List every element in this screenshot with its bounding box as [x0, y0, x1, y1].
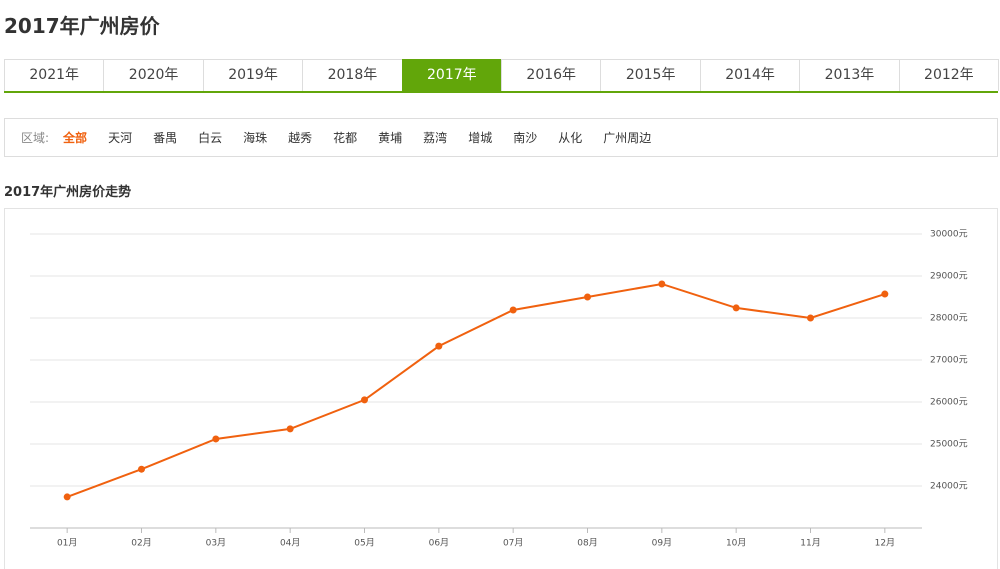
year-tab[interactable]: 2017年	[401, 59, 503, 91]
y-tick-label: 30000元	[930, 230, 968, 240]
year-tab[interactable]: 2014年	[699, 59, 801, 91]
year-tab[interactable]: 2020年	[103, 59, 204, 91]
y-tick-label: 24000元	[930, 482, 968, 492]
district-option[interactable]: 全部	[63, 131, 88, 145]
year-tab[interactable]: 2013年	[799, 59, 900, 91]
year-tab[interactable]: 2016年	[501, 59, 602, 91]
data-point	[881, 290, 889, 298]
x-tick-label: 02月	[131, 538, 151, 549]
x-tick-label: 10月	[726, 538, 746, 549]
data-point	[584, 293, 591, 301]
y-tick-label: 28000元	[930, 314, 968, 324]
data-point	[63, 493, 71, 501]
x-tick-label: 11月	[800, 538, 820, 549]
data-point	[138, 465, 145, 473]
data-point	[732, 304, 740, 312]
district-option[interactable]: 增城	[468, 131, 493, 145]
district-option[interactable]: 广州周边	[603, 131, 652, 145]
year-tab[interactable]: 2019年	[202, 59, 304, 91]
district-option[interactable]: 越秀	[288, 131, 313, 145]
district-option[interactable]: 黄埔	[378, 131, 403, 145]
filter-label: 区域:	[21, 131, 50, 145]
data-point	[435, 342, 443, 350]
x-tick-label: 04月	[280, 538, 300, 549]
data-point	[212, 435, 220, 443]
chart-frame	[4, 208, 998, 569]
x-tick-label: 07月	[503, 538, 523, 549]
data-point	[509, 306, 517, 314]
district-option[interactable]: 白云	[198, 131, 223, 145]
year-tab[interactable]: 2012年	[898, 59, 1000, 91]
district-option[interactable]: 南沙	[513, 131, 538, 145]
district-filter: 区域: 全部 天河 番禺 白云 海珠 越秀 花都 黄埔 荔湾 增城 南沙 从化 广州周边	[4, 118, 998, 157]
district-option[interactable]: 海珠	[243, 131, 268, 145]
year-tab[interactable]: 2018年	[302, 59, 403, 91]
data-point	[658, 280, 666, 288]
year-tabs: 2021年 2020年 2019年 2018年 2017年 2016年 2015年 2014年…	[4, 59, 1000, 93]
y-tick-label: 25000元	[930, 440, 968, 450]
data-point	[286, 425, 294, 433]
x-tick-label: 03月	[206, 538, 226, 549]
district-option[interactable]: 天河	[108, 131, 133, 145]
line-series	[66, 282, 886, 498]
district-option[interactable]: 从化	[558, 131, 583, 145]
year-tab[interactable]: 2021年	[4, 59, 105, 91]
data-point	[807, 314, 814, 322]
chart-title: 2017年广州房价走势	[4, 185, 132, 200]
x-tick-label: 09月	[652, 538, 672, 549]
x-tick-label: 08月	[577, 538, 597, 549]
y-tick-label: 29000元	[930, 272, 968, 282]
district-option[interactable]: 花都	[333, 131, 358, 145]
x-tick-label: 01月	[57, 538, 77, 549]
chart: 24000元 25000元 26000元 27000元 28000元 29000元 3000…	[4, 208, 998, 569]
x-tick-label: 06月	[429, 538, 449, 549]
y-tick-label: 26000元	[930, 398, 968, 408]
y-tick-label: 27000元	[930, 356, 968, 366]
district-option[interactable]: 番禺	[153, 131, 178, 145]
year-tab[interactable]: 2015年	[600, 59, 701, 91]
data-point	[361, 396, 368, 404]
page-title: 2017年广州房价	[4, 14, 160, 38]
x-tick-label: 05月	[354, 538, 374, 549]
x-tick-label: 12月	[875, 538, 895, 549]
district-option[interactable]: 荔湾	[423, 131, 448, 145]
